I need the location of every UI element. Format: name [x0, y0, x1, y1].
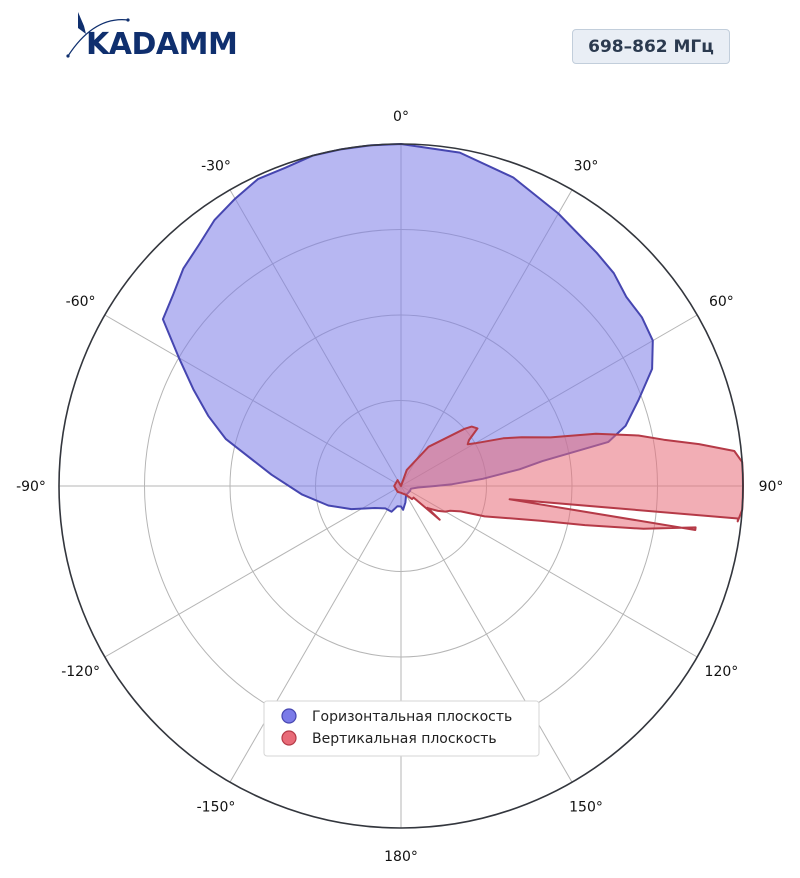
- logo-arc: [67, 19, 129, 57]
- polar-frame: [58, 143, 744, 829]
- frequency-band-badge: 698–862 МГц: [572, 29, 730, 64]
- angle-tick-label: -30°: [201, 159, 231, 175]
- grid-spoke: [400, 485, 698, 658]
- brand-logo: KADAMM: [66, 12, 238, 60]
- outer-circle: [58, 143, 744, 829]
- angle-tick-labels: 0° 30° 60° 90° 120° 150° 180° -150° -120° -90° -60…: [16, 109, 783, 865]
- angle-tick-label: 60°: [709, 294, 734, 310]
- legend-label: Горизонтальная плоскость: [312, 709, 512, 725]
- legend: Горизонтальная плоскость Вертикальная пло…: [263, 700, 540, 757]
- logo-wordmark: KADAMM: [86, 27, 237, 60]
- series-area-vertical: [393, 425, 744, 531]
- grid-spoke: [400, 485, 573, 783]
- logo-swoosh: [78, 12, 86, 34]
- angle-tick-label: -150°: [197, 799, 236, 815]
- angle-tick-label: 120°: [705, 664, 739, 680]
- angle-tick-label: -120°: [61, 664, 100, 680]
- grid-spoke: [104, 485, 402, 658]
- angle-tick-label: 0°: [393, 109, 409, 125]
- legend-label: Вертикальная плоскость: [312, 731, 497, 747]
- angle-tick-label: 90°: [759, 479, 784, 495]
- angle-tick-label: 30°: [574, 159, 599, 175]
- series-layer: [161, 143, 744, 531]
- series-area-horizontal: [161, 143, 654, 513]
- legend-box: [263, 700, 540, 757]
- angle-tick-label: 150°: [569, 799, 603, 815]
- legend-marker: [281, 730, 297, 746]
- grid-spoke: [229, 485, 402, 783]
- angle-tick-label: -60°: [66, 294, 96, 310]
- legend-marker: [281, 708, 297, 724]
- angle-tick-label: -90°: [16, 479, 46, 495]
- angle-tick-label: 180°: [384, 849, 418, 865]
